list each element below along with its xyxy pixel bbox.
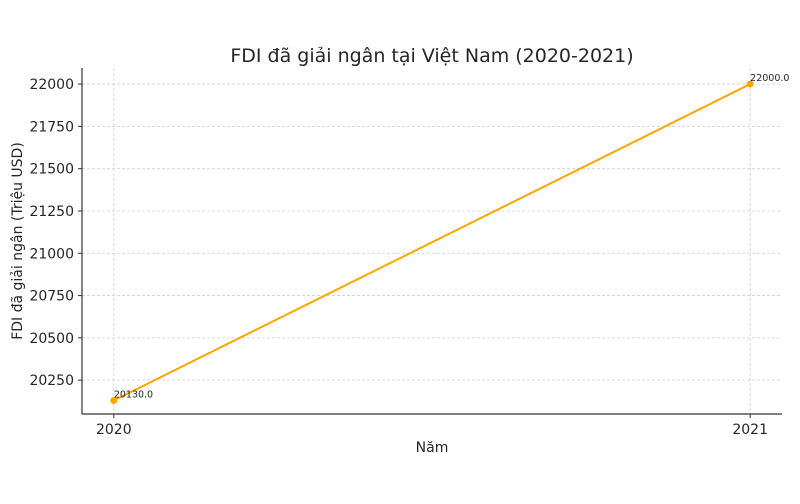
data-point: [110, 396, 118, 404]
data-label: 22000.0: [750, 73, 789, 84]
y-tick-label: 20250: [29, 373, 74, 389]
series-line: [113, 83, 751, 402]
y-tick-label: 21000: [29, 246, 74, 262]
y-tick-label: 21500: [29, 162, 74, 178]
y-axis-ticks: 20250 20500 20750 21000 21250 21500 21750 22000: [29, 77, 82, 389]
chart-title: FDI đã giải ngân tại Việt Nam (2020-2021…: [230, 45, 633, 67]
x-tick-label: 2020: [96, 422, 132, 438]
y-tick-label: 20500: [29, 331, 74, 347]
x-tick-label: 2021: [732, 422, 768, 438]
y-tick-label: 21750: [29, 119, 74, 135]
series-group: 20130.0 22000.0: [110, 73, 789, 404]
y-tick-label: 22000: [29, 77, 74, 93]
data-point: [746, 80, 754, 88]
x-axis-label: Năm: [416, 440, 449, 456]
x-axis-ticks: 2020 2021: [96, 414, 768, 438]
y-axis-label: FDI đã giải ngân (Triệu USD): [10, 142, 26, 340]
y-tick-label: 21250: [29, 204, 74, 220]
data-label: 20130.0: [114, 389, 153, 400]
grid: [82, 68, 782, 414]
y-tick-label: 20750: [29, 289, 74, 305]
